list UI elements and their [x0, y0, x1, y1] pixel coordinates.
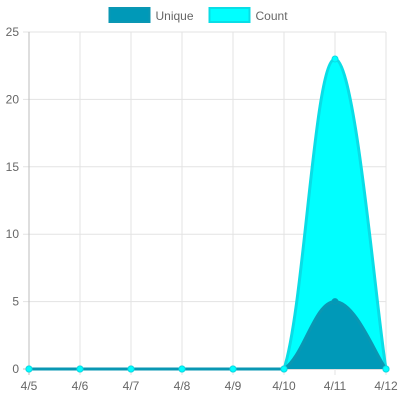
point-count [179, 366, 185, 372]
y-tick-label: 10 [6, 227, 20, 241]
point-count [26, 366, 32, 372]
x-tick-label: 4/11 [324, 379, 347, 393]
y-tick-label: 20 [6, 92, 20, 106]
y-tick-label: 15 [6, 160, 20, 174]
y-tick-label: 25 [6, 25, 20, 39]
legend-label-unique: Unique [156, 9, 194, 23]
y-tick-label: 5 [12, 295, 19, 309]
x-tick-label: 4/12 [374, 379, 398, 393]
point-count [77, 366, 83, 372]
legend-label-count: Count [256, 9, 289, 23]
point-count [128, 366, 134, 372]
point-unique [332, 299, 338, 305]
point-count [230, 366, 236, 372]
point-count [332, 56, 338, 62]
y-tick-label: 0 [12, 362, 19, 376]
point-count [383, 366, 389, 372]
series-areas [29, 59, 386, 369]
legend-swatch-count [210, 8, 250, 22]
x-tick-label: 4/9 [225, 379, 242, 393]
x-tick-label: 4/7 [123, 379, 140, 393]
x-tick-label: 4/10 [272, 379, 296, 393]
x-axis-ticks: 4/5 4/6 4/7 4/8 4/9 4/10 4/11 4/12 [21, 379, 398, 393]
point-count [281, 366, 287, 372]
x-tick-label: 4/6 [72, 379, 89, 393]
x-tick-label: 4/5 [21, 379, 38, 393]
y-axis-ticks: 0 5 10 15 20 25 [6, 25, 20, 376]
area-unique [29, 302, 386, 369]
legend-swatch-unique [110, 8, 150, 22]
legend: Unique Count [110, 8, 289, 23]
x-tick-label: 4/8 [174, 379, 191, 393]
